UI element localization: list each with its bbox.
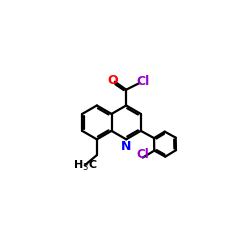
Text: 3: 3 xyxy=(82,163,88,172)
Text: N: N xyxy=(121,140,132,153)
Text: O: O xyxy=(107,74,118,88)
Text: C: C xyxy=(88,160,96,170)
Text: Cl: Cl xyxy=(136,75,150,88)
Text: H: H xyxy=(74,160,83,170)
Text: Cl: Cl xyxy=(137,148,149,162)
